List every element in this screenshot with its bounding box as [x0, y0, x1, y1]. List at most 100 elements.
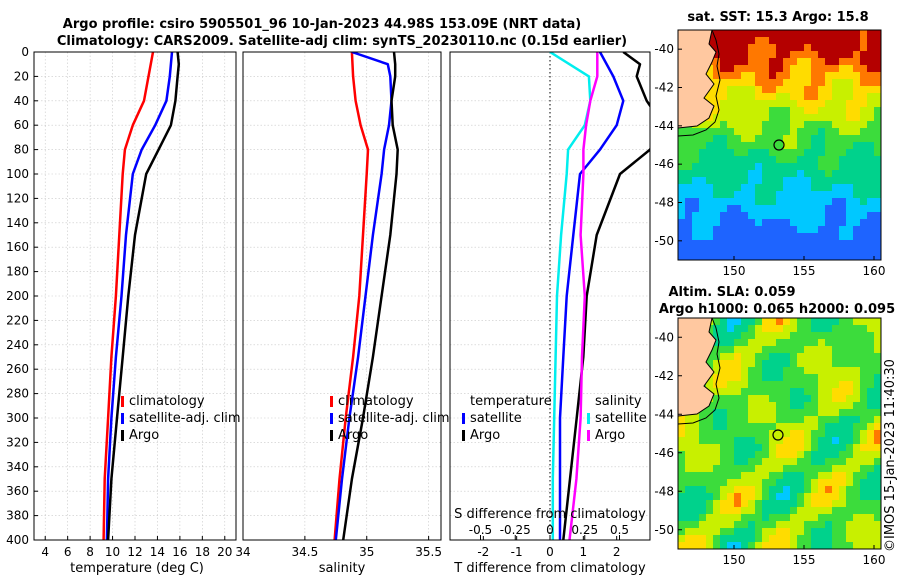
heatmap-cell	[825, 79, 833, 87]
heatmap-cell	[727, 472, 735, 480]
heatmap-cell	[874, 107, 881, 115]
heatmap-cell	[832, 409, 840, 417]
heatmap-cell	[713, 353, 721, 361]
heatmap-cell	[755, 325, 763, 333]
heatmap-cell	[748, 37, 756, 45]
heatmap-cell	[853, 156, 861, 164]
heatmap-cell	[734, 177, 742, 185]
heatmap-cell	[797, 444, 805, 452]
heatmap-cell	[874, 346, 881, 354]
sst-map: sat. SST: 15.3 Argo: 15.8 150 155 160-40-4…	[654, 10, 885, 278]
heatmap-cell	[769, 507, 777, 515]
sla-map-subtitle: Argo h1000: 0.065 h2000: 0.095	[659, 302, 895, 317]
heatmap-cell	[727, 409, 735, 417]
heatmap-cell	[678, 430, 686, 438]
heatmap-cell	[692, 177, 700, 185]
heatmap-cell	[811, 507, 819, 515]
heatmap-cell	[860, 58, 868, 66]
heatmap-cell	[818, 114, 826, 122]
heatmap-cell	[867, 416, 875, 424]
heatmap-cell	[734, 500, 742, 508]
heatmap-cell	[790, 107, 798, 115]
heatmap-cell	[811, 170, 819, 178]
heatmap-cell	[734, 430, 742, 438]
heatmap-cell	[811, 30, 819, 38]
series-line-temperature-argo	[562, 52, 650, 540]
heatmap-cell	[678, 528, 686, 536]
series-line-argo	[106, 52, 181, 540]
heatmap-cell	[846, 37, 854, 45]
heatmap-cell	[713, 388, 721, 396]
heatmap-cell	[727, 240, 735, 248]
heatmap-cell	[734, 191, 742, 199]
heatmap-cell	[797, 156, 805, 164]
heatmap-cell	[678, 458, 686, 466]
heatmap-cell	[853, 472, 861, 480]
heatmap-cell	[804, 37, 812, 45]
heatmap-cell	[860, 353, 868, 361]
heatmap-cell	[706, 360, 714, 368]
heatmap-cell	[839, 458, 847, 466]
heatmap-cell	[727, 437, 735, 445]
heatmap-cell	[853, 360, 861, 368]
heatmap-cell	[797, 465, 805, 473]
legend-swatch-satellite	[121, 413, 124, 424]
heatmap-cell	[860, 86, 868, 94]
heatmap-cell	[853, 325, 861, 333]
heatmap-cell	[776, 465, 784, 473]
heatmap-cell	[797, 219, 805, 227]
heatmap-cell	[832, 128, 840, 136]
series-line-temperature-satellite	[558, 52, 625, 540]
copyright-stamp: ©IMOS 15-Jan-2023 11:40:30	[880, 290, 900, 552]
map-lat-tick-label: -46	[654, 157, 674, 171]
heatmap-cell	[727, 528, 735, 536]
legend-label-argo: Argo	[338, 428, 368, 443]
heatmap-cell	[825, 93, 833, 101]
heatmap-cell	[720, 51, 728, 59]
heatmap-cell	[769, 402, 777, 410]
heatmap-cell	[713, 332, 721, 340]
heatmap-cell	[811, 353, 819, 361]
heatmap-cell	[874, 416, 881, 424]
heatmap-cell	[874, 198, 881, 206]
heatmap-cell	[685, 444, 693, 452]
heatmap-cell	[832, 388, 840, 396]
temperature-tick-label: 4	[41, 545, 49, 559]
heatmap-cell	[678, 444, 686, 452]
heatmap-cell	[804, 163, 812, 171]
heatmap-cell	[825, 381, 833, 389]
temperature-tick-label: 20	[217, 545, 232, 559]
heatmap-cell	[804, 444, 812, 452]
heatmap-cell	[790, 332, 798, 340]
heatmap-cell	[734, 93, 742, 101]
heatmap-cell	[769, 191, 777, 199]
heatmap-cell	[692, 535, 700, 543]
series-line-salinity-satellite	[549, 52, 592, 540]
heatmap-cell	[839, 493, 847, 501]
heatmap-cell	[790, 367, 798, 375]
heatmap-cell	[797, 58, 805, 66]
heatmap-cell	[685, 514, 693, 522]
heatmap-cell	[839, 58, 847, 66]
heatmap-cell	[762, 444, 770, 452]
heatmap-cell	[804, 381, 812, 389]
heatmap-cell	[860, 430, 868, 438]
heatmap-cell	[748, 177, 756, 185]
heatmap-cell	[832, 240, 840, 248]
heatmap-cell	[846, 128, 854, 136]
heatmap-cell	[748, 381, 756, 389]
heatmap-cell	[699, 149, 707, 157]
heatmap-cell	[734, 205, 742, 213]
heatmap-cell	[734, 184, 742, 192]
heatmap-cell	[853, 388, 861, 396]
heatmap-cell	[839, 542, 847, 549]
heatmap-cell	[860, 472, 868, 480]
heatmap-cell	[825, 423, 833, 431]
heatmap-cell	[867, 395, 875, 403]
heatmap-cell	[811, 107, 819, 115]
heatmap-cell	[734, 247, 742, 255]
heatmap-cell	[874, 37, 881, 45]
heatmap-cell	[839, 507, 847, 515]
heatmap-cell	[769, 240, 777, 248]
heatmap-cell	[678, 240, 686, 248]
